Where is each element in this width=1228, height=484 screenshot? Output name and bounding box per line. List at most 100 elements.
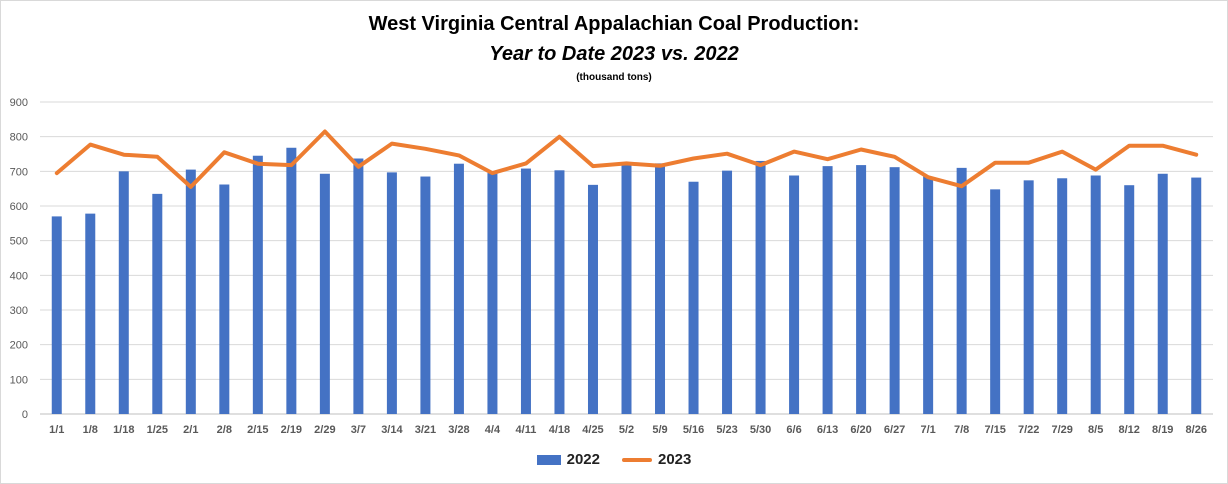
x-tick-label: 7/29 bbox=[1051, 424, 1072, 436]
bar-2022-7/15 bbox=[990, 189, 1001, 414]
x-tick-label: 6/13 bbox=[817, 424, 838, 436]
bar-2022-3/21 bbox=[420, 176, 431, 414]
point-2023-1/25 bbox=[155, 155, 159, 159]
x-tick-label: 2/15 bbox=[247, 424, 268, 436]
chart-subtitle: (thousand tons) bbox=[576, 72, 652, 83]
point-2023-8/26 bbox=[1194, 153, 1198, 157]
point-2023-8/12 bbox=[1127, 144, 1131, 148]
bar-2022-5/30 bbox=[755, 160, 766, 414]
point-2023-6/27 bbox=[893, 155, 897, 159]
bar-2022-5/2 bbox=[621, 164, 632, 414]
legend-item-2022: 2022 bbox=[536, 451, 600, 468]
point-2023-7/29 bbox=[1060, 150, 1064, 154]
line-2023 bbox=[54, 129, 1199, 189]
y-tick-label: 100 bbox=[10, 374, 28, 386]
bar-2022-5/9 bbox=[655, 163, 666, 414]
point-2023-8/5 bbox=[1094, 168, 1098, 172]
x-tick-label: 2/19 bbox=[281, 424, 302, 436]
bar-2022-2/15 bbox=[252, 155, 263, 414]
y-tick-label: 0 bbox=[22, 409, 28, 421]
y-tick-label: 500 bbox=[10, 236, 28, 248]
y-tick-label: 300 bbox=[10, 305, 28, 317]
x-tick-label: 4/25 bbox=[582, 424, 603, 436]
x-tick-label: 3/21 bbox=[415, 424, 436, 436]
bar-2022-7/8 bbox=[956, 167, 967, 414]
point-2023-5/16 bbox=[692, 157, 696, 161]
y-tick-label: 700 bbox=[10, 166, 28, 178]
chart-title-line2: Year to Date 2023 vs. 2022 bbox=[489, 43, 739, 65]
x-tick-label: 2/8 bbox=[217, 424, 232, 436]
point-2023-4/11 bbox=[524, 161, 528, 165]
legend-label-2023: 2023 bbox=[658, 451, 692, 468]
x-tick-label: 8/19 bbox=[1152, 424, 1173, 436]
x-tick-label: 7/22 bbox=[1018, 424, 1039, 436]
x-tick-label: 6/6 bbox=[786, 424, 801, 436]
bar-2022-2/8 bbox=[219, 184, 230, 414]
point-2023-6/6 bbox=[792, 150, 796, 154]
point-2023-3/14 bbox=[390, 142, 394, 146]
x-tick-label: 3/14 bbox=[381, 424, 403, 436]
bar-2022-1/1 bbox=[51, 216, 62, 414]
chart-title: West Virginia Central Appalachian Coal P… bbox=[368, 13, 860, 35]
point-2023-3/28 bbox=[457, 153, 461, 157]
x-tick-label: 4/11 bbox=[516, 424, 537, 436]
y-tick-label: 800 bbox=[10, 132, 28, 144]
bar-2022-2/19 bbox=[286, 147, 297, 414]
point-2023-4/18 bbox=[557, 135, 561, 139]
x-tick-label: 8/5 bbox=[1088, 424, 1103, 436]
x-axis-ticks: 1/1 1/8 1/18 1/25 2/1 2/8 2/15 2/19 2/29 3/7 3/14 3… bbox=[49, 424, 1207, 436]
x-tick-label: 7/1 bbox=[920, 424, 935, 436]
x-tick-label: 5/30 bbox=[750, 424, 771, 436]
point-2023-6/20 bbox=[859, 147, 863, 151]
x-tick-label: 6/27 bbox=[884, 424, 905, 436]
x-tick-label: 8/12 bbox=[1119, 424, 1140, 436]
x-tick-label: 8/26 bbox=[1186, 424, 1207, 436]
x-tick-label: 1/25 bbox=[147, 424, 168, 436]
point-2023-4/25 bbox=[591, 164, 595, 168]
x-tick-label: 2/1 bbox=[183, 424, 198, 436]
x-tick-label: 3/28 bbox=[448, 424, 469, 436]
x-tick-label: 2/29 bbox=[314, 424, 335, 436]
bar-2022-4/11 bbox=[520, 168, 531, 414]
x-tick-label: 5/2 bbox=[619, 424, 634, 436]
bar-2022-5/16 bbox=[688, 181, 699, 414]
y-tick-label: 400 bbox=[10, 270, 28, 282]
bar-2022-3/28 bbox=[453, 163, 464, 414]
point-2023-1/18 bbox=[122, 153, 126, 157]
point-2023-5/30 bbox=[759, 163, 763, 167]
bars-2022 bbox=[51, 147, 1202, 414]
bar-2022-4/18 bbox=[554, 170, 565, 414]
bar-2022-3/7 bbox=[353, 158, 364, 414]
x-tick-label: 1/18 bbox=[113, 424, 134, 436]
bar-2022-7/22 bbox=[1023, 180, 1034, 414]
bar-2022-8/26 bbox=[1191, 177, 1202, 414]
bar-2022-3/14 bbox=[386, 172, 397, 414]
point-2023-5/2 bbox=[625, 161, 628, 165]
bar-2022-1/18 bbox=[118, 171, 129, 414]
y-tick-label: 200 bbox=[10, 340, 28, 352]
bar-2022-6/20 bbox=[856, 165, 867, 414]
legend-label-2022: 2022 bbox=[566, 451, 600, 468]
bar-2022-4/25 bbox=[587, 184, 598, 414]
bar-2022-7/1 bbox=[923, 176, 934, 414]
bar-2022-2/1 bbox=[185, 169, 196, 414]
point-2023-2/29 bbox=[323, 129, 327, 133]
y-tick-label: 600 bbox=[10, 201, 28, 213]
bar-2022-8/12 bbox=[1124, 185, 1135, 414]
point-2023-5/23 bbox=[725, 152, 729, 156]
bar-2022-5/23 bbox=[722, 170, 733, 414]
bar-2022-8/19 bbox=[1157, 173, 1168, 414]
legend-swatch-2022 bbox=[536, 454, 561, 465]
point-2023-2/1 bbox=[189, 185, 193, 189]
x-tick-label: 7/15 bbox=[984, 424, 1005, 436]
point-2023-8/19 bbox=[1161, 144, 1165, 148]
point-2023-2/15 bbox=[256, 162, 260, 166]
point-2023-7/15 bbox=[993, 161, 997, 165]
x-tick-label: 3/7 bbox=[351, 424, 366, 436]
bar-2022-2/29 bbox=[319, 173, 330, 414]
legend-item-2023: 2023 bbox=[622, 451, 691, 468]
point-2023-7/8 bbox=[960, 184, 964, 188]
bar-2022-8/5 bbox=[1090, 175, 1101, 414]
point-2023-4/4 bbox=[490, 171, 494, 175]
